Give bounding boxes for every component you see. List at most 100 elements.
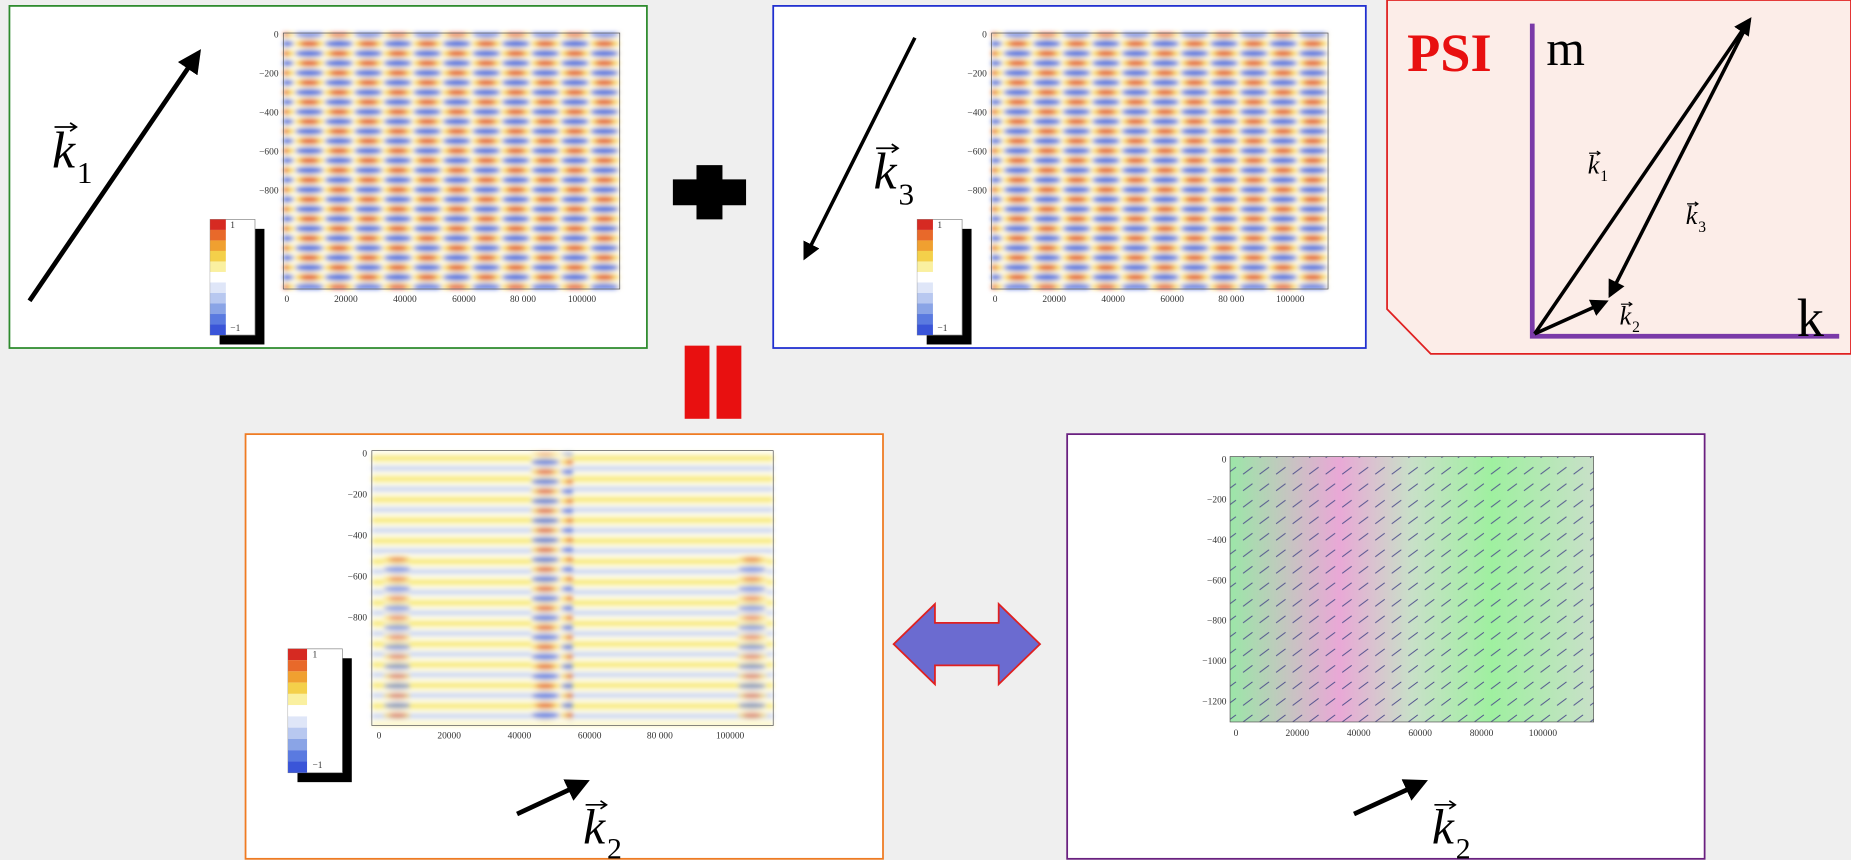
x-tick-label: 100000 [1529,729,1558,739]
x-tick-label: 20000 [334,295,358,305]
y-tick-label: −600 [348,573,368,583]
colorbar-swatch [917,292,933,304]
vector-arrow [27,49,201,303]
x-tick-label: 80000 [1470,729,1494,739]
vector-symbol: k [1620,301,1632,330]
vector-symbol: k [874,144,898,201]
axis-label: m [1546,21,1585,76]
colorbar-swatch [288,761,308,773]
x-tick-label: 0 [377,731,382,741]
colorbar-swatch [917,261,933,272]
colorbar-swatch [210,292,226,304]
x-tick-label: 100000 [1276,295,1305,305]
heatmap [991,33,1329,290]
vector-overarrow [1687,201,1700,207]
colorbar-swatch [917,219,933,230]
psi-panel [1386,0,1851,355]
vector-arrow [803,36,917,261]
vector-field [1230,456,1594,722]
x-tick-label: 40000 [508,731,532,741]
colorbar-swatch [288,693,308,706]
colorbar-swatch [210,219,226,230]
y-tick-label: −1200 [1202,697,1226,707]
colorbar-swatch [288,660,308,672]
y-tick-label: −400 [967,108,987,118]
colorbar-swatch [288,716,308,728]
vector-index: 1 [1600,168,1608,185]
vector-symbol: k [1588,150,1600,179]
heatmap [371,450,774,726]
heatmap-highlights [383,453,768,722]
colorbar-swatch [917,240,933,251]
colorbar-swatch [210,250,226,262]
vector-arrow [1533,299,1609,336]
colorbar-swatch [917,250,933,262]
vector-overarrow [585,800,608,810]
x-tick-label: 100000 [568,295,597,305]
axis-label: k [1797,288,1825,348]
x-tick-label: 60000 [1160,295,1184,305]
y-tick-label: −600 [259,147,279,157]
y-tick-label: −800 [348,614,368,624]
y-tick-label: −200 [1207,496,1227,506]
colorbar-swatch [917,271,933,283]
colorbar-swatch [917,303,933,315]
plot-frame [1229,456,1595,723]
vector-symbol: k [1432,799,1455,854]
y-tick-label: 0 [362,449,367,459]
equals-bar [716,345,742,419]
x-tick-label: 0 [1234,729,1239,739]
y-tick-label: −1000 [1202,657,1226,667]
colorbar-swatch [288,738,308,751]
colorbar-label: 1 [230,221,235,231]
y-tick-label: −400 [1207,536,1227,546]
heatmap-band [531,453,573,722]
y-tick-label: 0 [982,31,987,41]
colorbar-swatch [917,314,933,325]
vector-index: 2 [1456,833,1471,860]
y-tick-label: −200 [259,69,279,79]
vector-overarrow [876,143,900,154]
colorbar-swatch [917,229,933,241]
vector-index: 1 [77,155,93,190]
x-tick-label: 60000 [452,295,476,305]
equivalence-arrow [892,601,1042,687]
y-tick-label: −800 [1207,617,1227,627]
vector-arrow [1353,779,1428,817]
x-tick-label: 80 000 [510,295,536,305]
vector-overarrow [1620,301,1633,307]
x-tick-label: 40000 [1101,295,1125,305]
psi-title: PSI [1407,23,1491,83]
colorbar-label: 1 [312,651,317,661]
x-tick-label: 20000 [437,731,461,741]
y-tick-label: 0 [1222,455,1227,465]
plus-sign [672,165,747,220]
vector-index: 2 [607,833,622,860]
vector-overarrow [1434,800,1457,810]
vector-symbol: k [52,123,76,180]
heatmap [283,33,620,290]
y-tick-label: −200 [348,490,368,500]
vector-symbol: k [1686,201,1698,230]
x-tick-label: 0 [284,295,289,305]
vector-arrow [1533,17,1752,335]
colorbar-swatch [288,671,308,683]
colorbar-swatch [210,314,226,325]
x-tick-label: 80 000 [1218,295,1244,305]
x-tick-label: 60000 [578,731,602,741]
colorbar-label: −1 [937,324,947,334]
y-tick-label: −200 [967,69,987,79]
y-tick-label: −800 [259,186,279,196]
axes [1529,23,1840,339]
x-tick-label: 60000 [1408,729,1432,739]
x-tick-label: 40000 [393,295,417,305]
colorbar-swatch [917,282,933,293]
x-tick-label: 0 [993,295,998,305]
y-tick-label: −400 [348,531,368,541]
